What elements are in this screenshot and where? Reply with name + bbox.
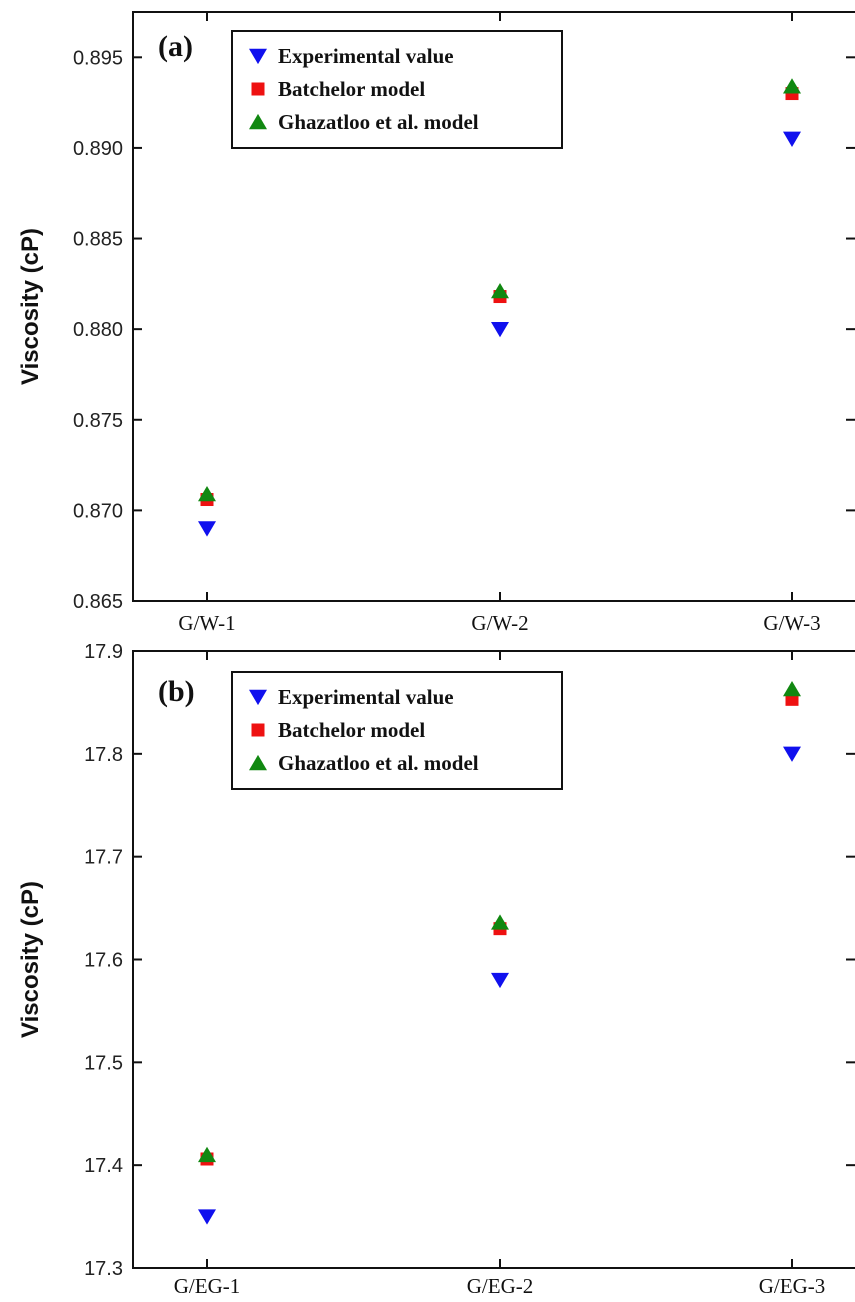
legend-entry: Experimental value	[278, 685, 454, 709]
legend-marker	[249, 48, 267, 65]
panel-label: (a)	[158, 30, 193, 63]
y-tick-label: 17.8	[84, 744, 123, 766]
y-tick-label: 17.9	[84, 641, 123, 663]
data-point	[198, 521, 216, 537]
data-point	[198, 1146, 216, 1163]
data-point	[198, 485, 216, 502]
x-tick-label: G/W-2	[471, 611, 528, 635]
data-point	[491, 321, 509, 338]
y-tick-label: 0.865	[73, 591, 123, 613]
y-tick-label: 0.885	[73, 229, 123, 251]
chart-panel-a: 0.865 0.870 0.875 0.880 0.885 0.890 0.895 Visco…	[17, 11, 855, 635]
data-point	[491, 282, 509, 299]
x-tick-label: G/W-1	[178, 611, 235, 635]
y-tick-label: 0.870	[73, 500, 123, 522]
legend: Experimental value Batchelor model Ghazatl…	[231, 671, 563, 790]
plot-frame	[132, 11, 855, 602]
data-point	[783, 680, 801, 697]
y-tick-label: 17.5	[84, 1052, 123, 1074]
y-tick-label: 0.890	[73, 138, 123, 160]
legend-box	[231, 671, 563, 790]
panel-label: (b)	[158, 675, 195, 708]
data-point	[783, 131, 801, 147]
y-axis-label: Viscosity (cP)	[17, 881, 44, 1038]
x-tick-label: G/EG-3	[759, 1274, 826, 1298]
data-point	[783, 746, 801, 762]
data-point	[491, 972, 509, 989]
legend: Experimental value Batchelor model Ghazatl…	[231, 30, 563, 149]
y-axis-label: Viscosity (cP)	[17, 228, 44, 385]
x-tick-label: G/W-3	[763, 611, 820, 635]
legend-marker	[249, 754, 267, 771]
chart-panel-b: 17.3 17.4 17.5 17.6 17.7 17.8 17.9 Viscosity (c…	[17, 641, 855, 1298]
y-tick-label: 0.895	[73, 47, 123, 69]
legend-entry: Ghazatloo et al. model	[278, 110, 479, 134]
y-tick-label: 17.3	[84, 1258, 123, 1280]
data-point	[491, 914, 509, 930]
data-point	[783, 78, 801, 94]
legend-marker	[251, 723, 265, 737]
y-tick-label: 17.6	[84, 950, 123, 972]
y-tick-label: 0.880	[73, 319, 123, 341]
legend-entry: Batchelor model	[278, 77, 425, 101]
data-point	[198, 1209, 216, 1225]
y-tick-label: 0.875	[73, 410, 123, 432]
legend-marker	[249, 689, 267, 706]
y-tick-label: 17.7	[84, 847, 123, 869]
y-tick-label: 17.4	[84, 1155, 123, 1177]
legend-marker	[251, 82, 265, 96]
x-tick-label: G/EG-1	[174, 1274, 241, 1298]
legend-box	[231, 30, 563, 149]
legend-entry: Experimental value	[278, 44, 454, 68]
legend-entry: Batchelor model	[278, 718, 425, 742]
x-tick-label: G/EG-2	[467, 1274, 534, 1298]
legend-entry: Ghazatloo et al. model	[278, 751, 479, 775]
legend-marker	[249, 113, 267, 130]
